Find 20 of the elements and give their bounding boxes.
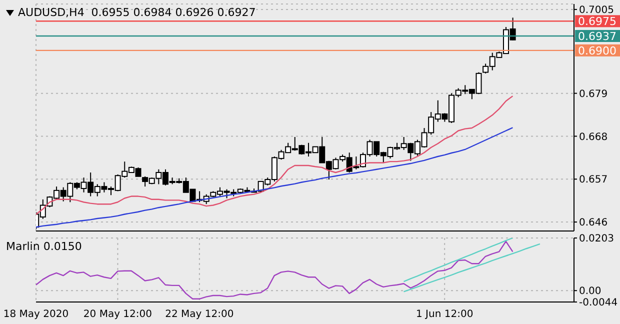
- y-tick-label: 0.646: [579, 218, 608, 229]
- line-series: [403, 238, 514, 282]
- ref-line-label: 0.6900: [578, 44, 616, 58]
- y-tick-label: 0.0203: [579, 234, 614, 245]
- line-series: [403, 243, 541, 292]
- line-series: [36, 127, 514, 228]
- x-tick-label: 1 Jun 12:00: [416, 309, 474, 320]
- x-tick-label: 20 May 12:00: [83, 309, 152, 320]
- ref-line-label: 0.6975: [578, 15, 616, 28]
- chart-title: Marlin 0.0150: [6, 240, 82, 253]
- y-tick-label: 0.668: [579, 132, 608, 143]
- y-tick-label: 0.7005: [579, 5, 614, 16]
- y-tick-label: 0.657: [579, 174, 608, 186]
- x-tick-label: 22 May 12:00: [165, 309, 234, 320]
- ref-line-label: 0.6937: [578, 30, 616, 43]
- y-tick-label: 0.00: [579, 286, 602, 298]
- x-tick-label: 18 May 2020: [3, 309, 69, 320]
- y-tick-label: -0.0044: [579, 298, 618, 309]
- y-tick-label: 0.679: [579, 88, 608, 100]
- chart-title: AUDUSD,H4 0.6955 0.6984 0.6926 0.6927: [18, 6, 256, 19]
